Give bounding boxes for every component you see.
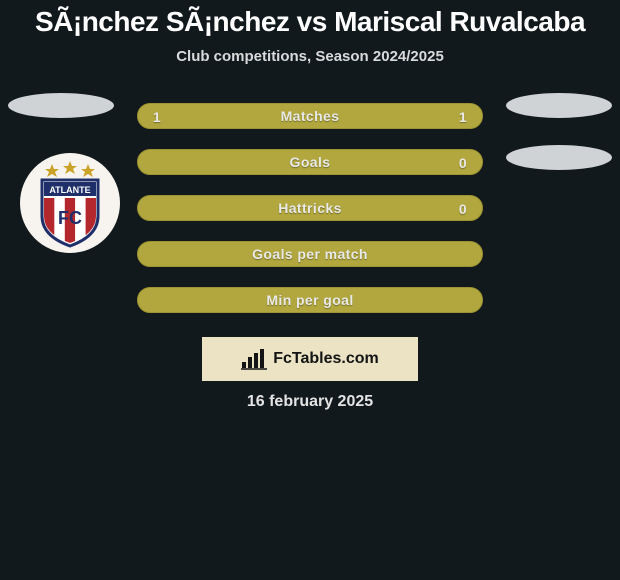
badge-fc-text: FC: [58, 208, 82, 228]
stat-value-right: 0: [450, 150, 476, 176]
player-slot-left: [8, 93, 114, 118]
player-slot-right-2: [506, 145, 612, 170]
stat-label: Goals: [290, 154, 331, 170]
badge-shield-icon: ATLANTE FC: [42, 180, 98, 248]
stat-value-left: 1: [144, 104, 170, 130]
stat-value-left: [144, 196, 170, 222]
bar-chart-icon: [241, 348, 267, 370]
stat-label: Min per goal: [266, 292, 353, 308]
badge-text: ATLANTE: [49, 185, 90, 195]
stat-value-right: [450, 242, 476, 268]
stat-value-left: [144, 242, 170, 268]
stat-value-right: 0: [450, 196, 476, 222]
stat-label: Matches: [281, 108, 340, 124]
stat-bar: 1 Matches 1: [137, 103, 483, 129]
date-text: 16 february 2025: [0, 393, 620, 411]
stat-bars: 1 Matches 1 Goals 0 Hattricks 0 Goals per match…: [137, 83, 483, 313]
footer-brand-text: FcTables.com: [273, 350, 379, 368]
badge-stars-icon: [45, 161, 95, 177]
stat-bar: Goals 0: [137, 149, 483, 175]
footer-brand: FcTables.com: [202, 337, 418, 381]
player-slot-right-1: [506, 93, 612, 118]
stat-bar: Goals per match: [137, 241, 483, 267]
subtitle: Club competitions, Season 2024/2025: [0, 48, 620, 65]
club-badge: ATLANTE FC: [20, 153, 120, 253]
stat-bar: Hattricks 0: [137, 195, 483, 221]
stat-value-right: [450, 288, 476, 314]
stat-value-left: [144, 150, 170, 176]
stat-value-left: [144, 288, 170, 314]
page-title: SÃ¡nchez SÃ¡nchez vs Mariscal Ruvalcaba: [0, 0, 620, 38]
stat-label: Goals per match: [252, 246, 368, 262]
stat-bar: Min per goal: [137, 287, 483, 313]
stat-label: Hattricks: [278, 200, 342, 216]
stat-value-right: 1: [450, 104, 476, 130]
